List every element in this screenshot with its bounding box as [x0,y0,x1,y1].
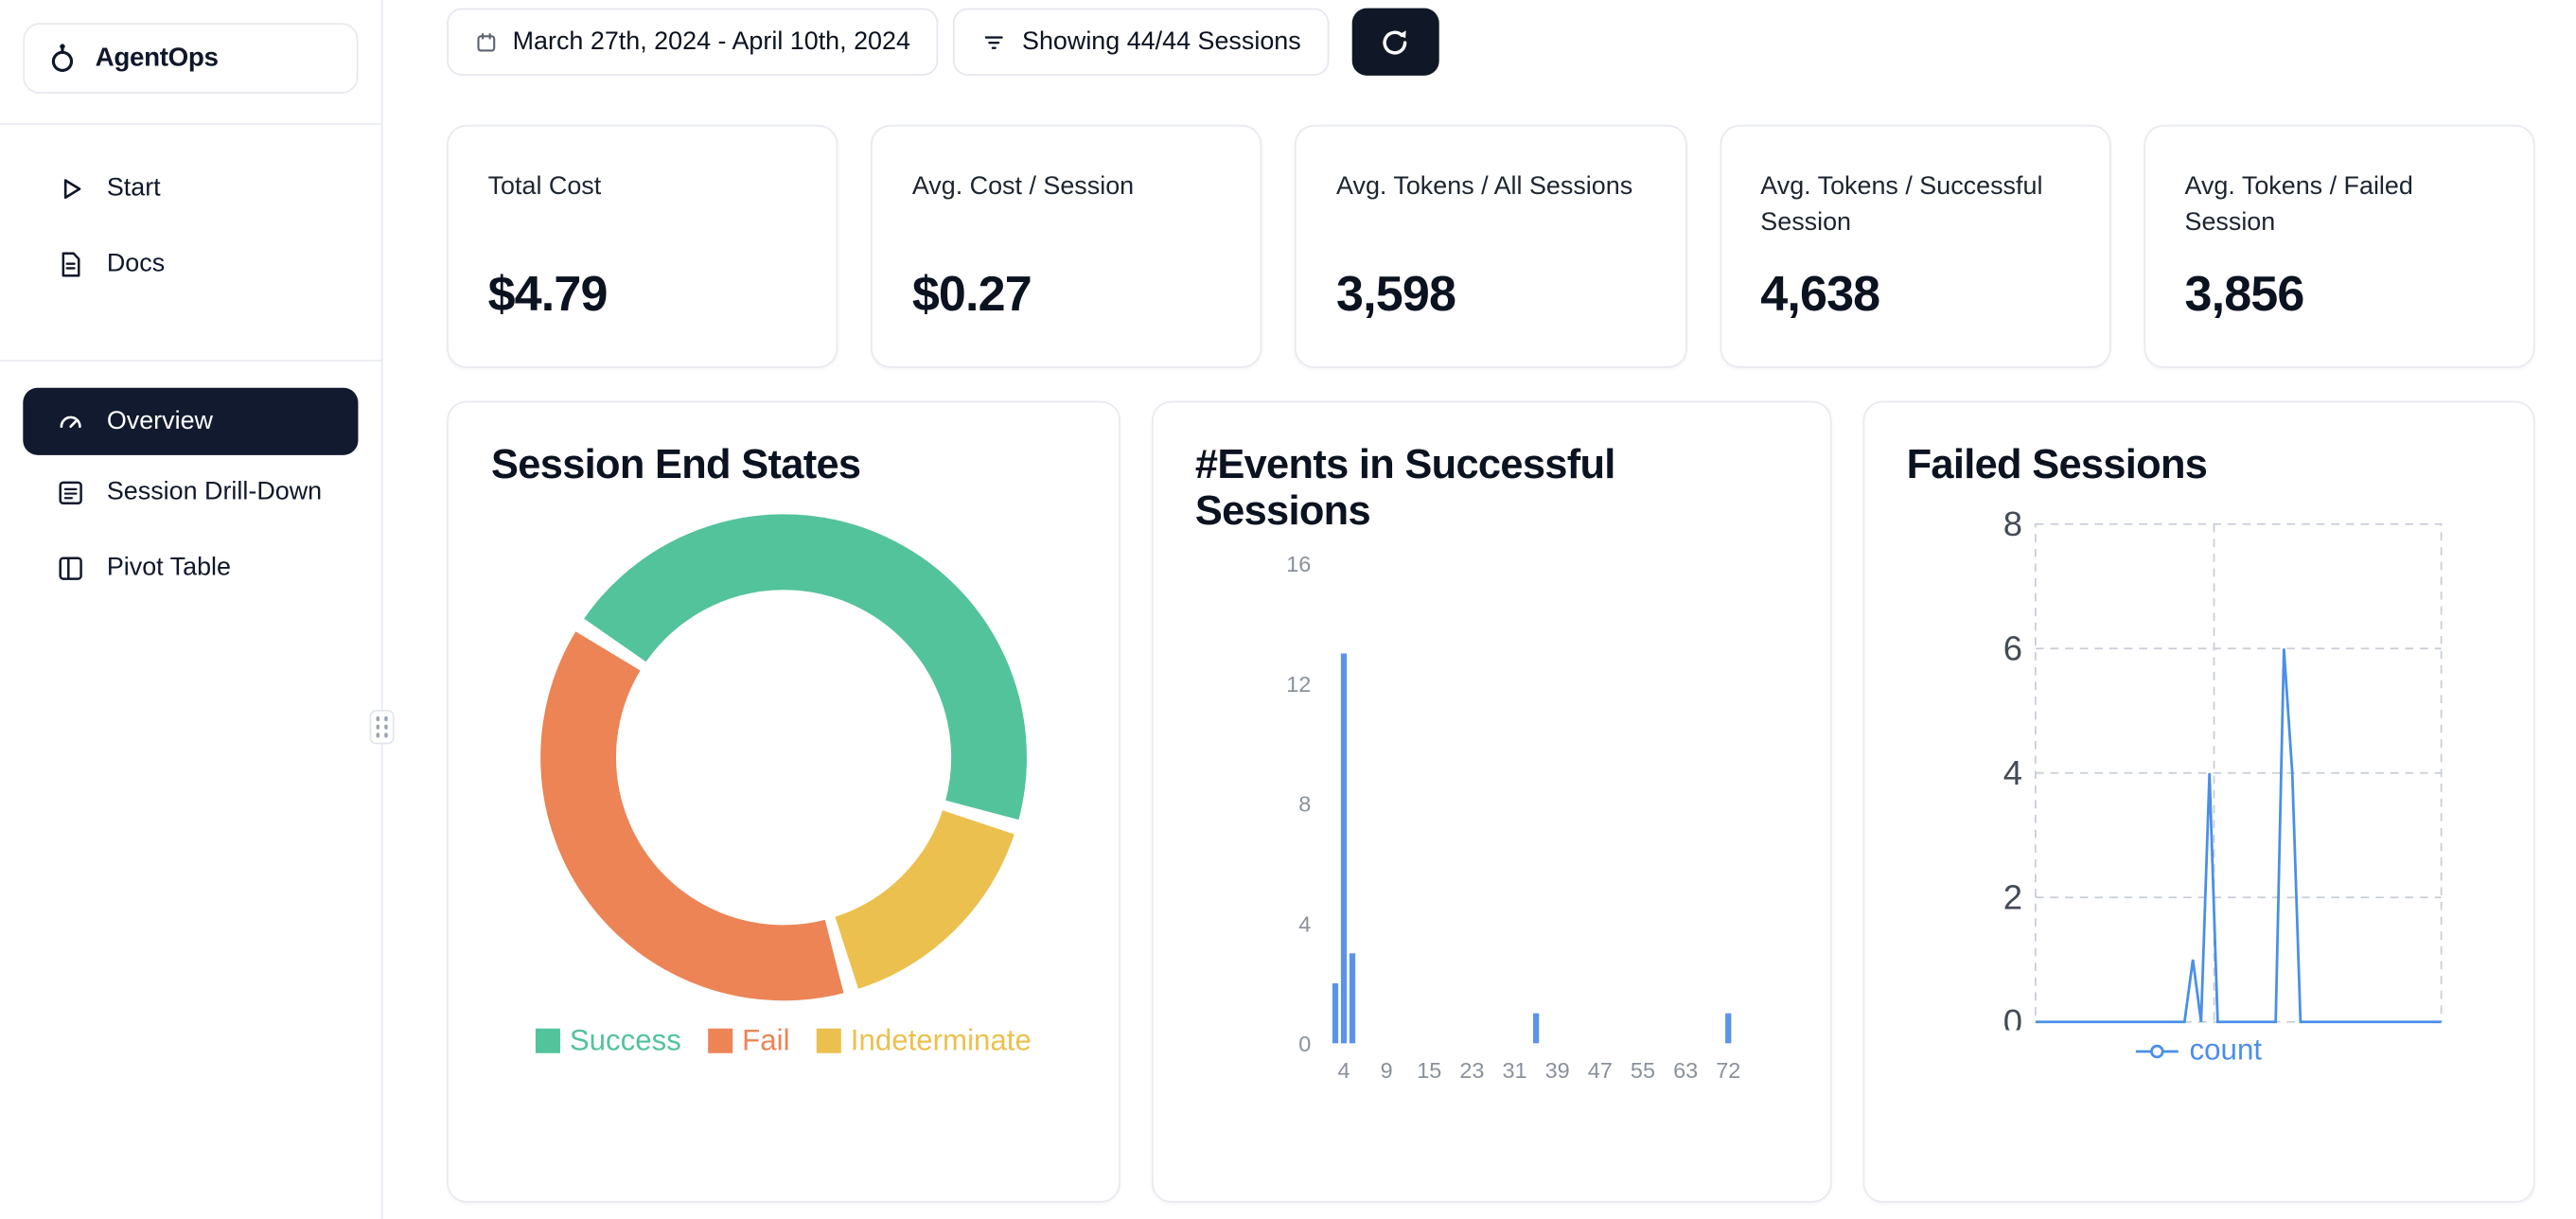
stat-label: Avg. Tokens / Successful Session [1760,172,2043,238]
stat-value: 3,598 [1336,267,1456,323]
sidebar-item-start[interactable]: Start [0,151,381,227]
svg-text:9: 9 [1380,1058,1392,1083]
gauge-icon [60,415,81,428]
failed-sessions-legend[interactable]: count [1907,1034,2491,1068]
donut-legend: Success Fail Indeterminate [491,1024,1075,1058]
failed-sessions-line-chart[interactable]: 0 2 4 6 8 [1907,504,2465,1031]
app-name: AgentOps [95,44,219,72]
stat-value: $4.79 [487,267,609,323]
refresh-button[interactable] [1351,8,1439,76]
sessions-filter-label: Showing 44/44 Sessions [1022,26,1301,56]
stat-value: 4,638 [1760,267,1880,323]
sidebar-divider [0,123,381,125]
table-columns-icon [59,556,82,580]
sidebar-top-group: Start Docs [0,151,381,303]
sidebar-item-label: Pivot Table [106,554,231,582]
main-content: March 27th, 2024 - April 10th, 2024 Show… [384,0,2576,1219]
legend-label: Fail [742,1023,790,1057]
legend-item-fail[interactable]: Fail [707,1023,790,1058]
sidebar-divider [0,360,381,362]
sidebar-item-overview[interactable]: Overview [23,387,359,455]
report-icon [59,481,82,504]
svg-text:6: 6 [2003,628,2021,667]
sidebar-item-label: Overview [106,406,213,435]
sidebar-item-label: Session Drill-Down [106,478,323,506]
agentops-logo-icon [51,43,74,72]
legend-swatch [535,1028,560,1053]
stat-value: $0.27 [911,267,1032,323]
legend-label: Indeterminate [850,1023,1032,1057]
app-logo[interactable]: AgentOps [23,23,359,94]
legend-swatch [707,1028,732,1053]
sidebar-item-session-drilldown[interactable]: Session Drill-Down [0,455,381,531]
svg-text:8: 8 [1297,792,1310,817]
svg-text:39: 39 [1544,1058,1569,1083]
document-icon [62,252,80,277]
svg-text:63: 63 [1672,1058,1697,1083]
svg-text:2: 2 [2003,877,2021,916]
charts-row: Session End States Success Fail Indetermin… [447,400,2535,1203]
chart-title: Session End States [491,441,861,488]
svg-text:72: 72 [1715,1058,1739,1083]
svg-text:0: 0 [2003,1002,2021,1031]
svg-text:4: 4 [1297,911,1310,936]
svg-text:55: 55 [1630,1058,1654,1083]
sidebar-item-docs[interactable]: Docs [0,227,381,303]
stat-label: Total Cost [487,172,602,201]
calendar-icon [477,32,496,51]
stat-label: Avg. Tokens / Failed Session [2184,172,2413,238]
topbar: March 27th, 2024 - April 10th, 2024 Show… [447,8,2534,76]
filter-icon [984,35,1004,49]
stat-card-total-cost: Total Cost $4.79 [447,124,838,368]
sidebar-item-pivot-table[interactable]: Pivot Table [0,531,381,607]
sidebar-nav-group: Overview Session Drill-Down Pivot Table [0,387,381,607]
count-legend-label: count [2189,1033,2263,1067]
stat-card-avg-tokens-successful: Avg. Tokens / Successful Session 4,638 [1719,124,2111,368]
svg-text:47: 47 [1587,1058,1612,1083]
refresh-icon [1384,29,1408,54]
svg-text:16: 16 [1285,552,1310,576]
svg-text:0: 0 [1297,1032,1310,1056]
sidebar-item-label: Start [106,174,161,203]
stat-value: 3,856 [2184,267,2305,323]
count-legend-marker [2135,1043,2179,1058]
stat-card-avg-tokens-failed: Avg. Tokens / Failed Session 3,856 [2144,124,2535,368]
svg-text:15: 15 [1416,1058,1440,1083]
events-bar-chart[interactable]: 0 4 8 12 16 4 9 15 23 31 39 47 55 63 72 [1195,540,1787,1083]
svg-text:4: 4 [1337,1058,1350,1083]
legend-item-indeterminate[interactable]: Indeterminate [816,1024,1032,1058]
svg-text:12: 12 [1285,672,1310,697]
failed-sessions-card: Failed Sessions 0 2 4 6 8 count [1861,400,2535,1203]
play-icon [63,179,81,200]
legend-label: Success [569,1023,681,1057]
legend-item-success[interactable]: Success [535,1024,681,1058]
date-range-label: March 27th, 2024 - April 10th, 2024 [512,26,910,56]
session-end-states-donut-chart[interactable] [537,511,1030,1004]
svg-text:23: 23 [1459,1058,1484,1083]
sidebar-item-label: Docs [106,249,166,278]
stats-row: Total Cost $4.79 Avg. Cost / Session $0.… [447,124,2535,368]
session-end-states-card: Session End States Success Fail Indetermin… [447,400,1120,1203]
svg-text:31: 31 [1502,1058,1526,1083]
stat-label: Avg. Tokens / All Sessions [1336,172,1633,201]
svg-text:8: 8 [2003,504,2021,543]
stat-label: Avg. Cost / Session [911,172,1135,201]
stat-card-avg-cost-session: Avg. Cost / Session $0.27 [871,124,1262,368]
chart-title: Failed Sessions [1906,441,2208,488]
sidebar-resize-handle[interactable] [369,709,395,745]
legend-swatch [816,1028,841,1053]
date-range-button[interactable]: March 27th, 2024 - April 10th, 2024 [447,8,939,76]
sidebar: AgentOps Start Docs [0,0,383,1219]
svg-text:4: 4 [2003,753,2021,792]
chart-title: #Events in Successful Sessions [1194,441,1615,535]
events-histogram-card: #Events in Successful Sessions 0 4 8 12 16 4 9… [1151,400,1831,1203]
sessions-filter-button[interactable]: Showing 44/44 Sessions [953,8,1330,76]
stat-card-avg-tokens-all: Avg. Tokens / All Sessions 3,598 [1295,124,1687,368]
